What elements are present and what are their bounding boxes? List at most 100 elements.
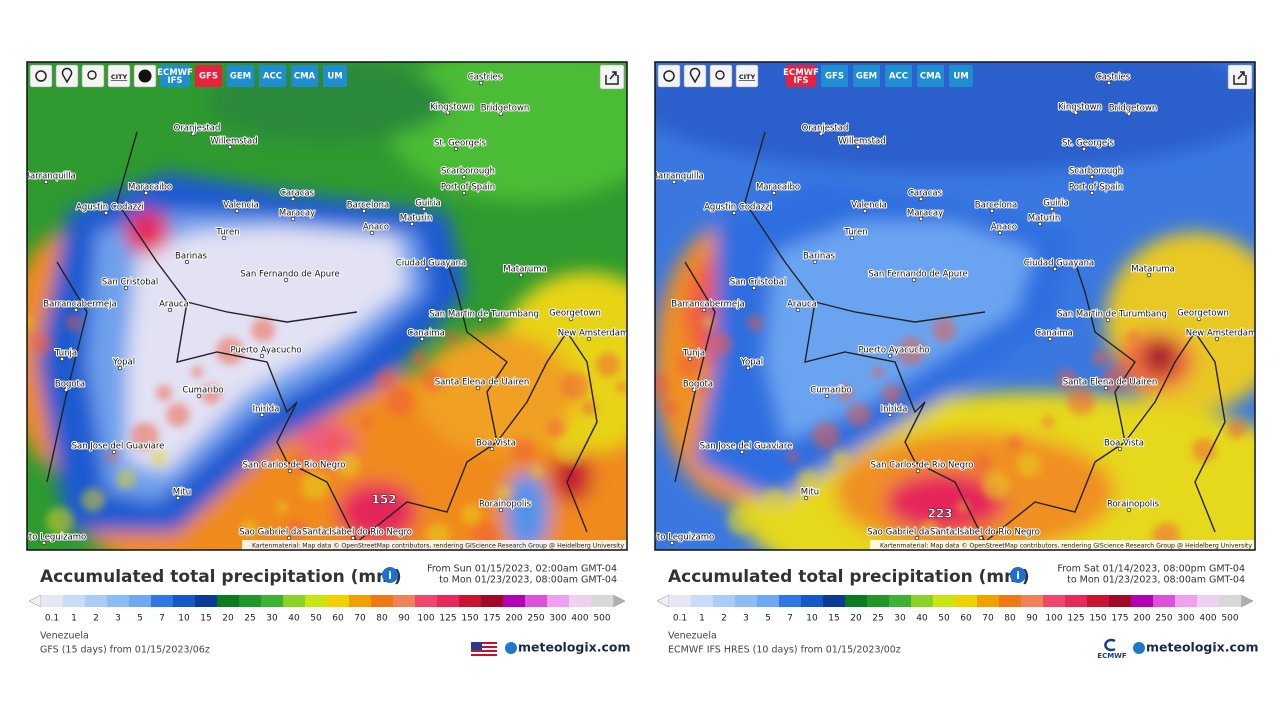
precip-cell <box>336 453 360 477</box>
city-dot <box>691 387 697 393</box>
legend-swatch <box>889 595 912 607</box>
border <box>46 261 88 483</box>
legend-title: Accumulated total precipitation (mm) <box>668 567 1030 587</box>
tool-button[interactable] <box>55 64 79 88</box>
city-dot <box>918 196 924 202</box>
precip-cell <box>511 438 535 462</box>
city-label: San Fernando de Apure <box>868 270 967 280</box>
legend-swatch <box>591 595 614 607</box>
city-label: Arauca <box>787 300 817 310</box>
city-label: Matarumа <box>1131 265 1174 275</box>
model-button-label: UM <box>327 72 342 82</box>
precip-cell <box>151 450 167 466</box>
precip-cell <box>156 385 172 401</box>
tool-button[interactable] <box>709 64 733 88</box>
border <box>116 131 298 414</box>
precip-cell <box>747 315 763 331</box>
model-button[interactable] <box>227 65 254 87</box>
model-button[interactable] <box>259 65 286 87</box>
city-label: St. George's <box>1062 139 1114 149</box>
precip-cell <box>677 353 701 377</box>
city-dot <box>918 216 924 222</box>
city-dot <box>1117 446 1123 452</box>
precip-cell <box>1177 485 1193 501</box>
model-button[interactable] <box>160 65 190 87</box>
city-dot <box>409 221 415 227</box>
legend-label: 25 <box>244 614 255 624</box>
city-label: Bogota <box>55 380 85 390</box>
city-dot <box>1146 272 1152 278</box>
city-label: Port of Spain <box>1069 183 1123 193</box>
precip-cell <box>972 454 992 474</box>
precip-cell <box>326 435 342 451</box>
precip-cell <box>546 419 566 439</box>
legend-label: 90 <box>1026 614 1038 624</box>
city-dot <box>862 208 868 214</box>
precip-cell <box>832 450 848 466</box>
tool-button[interactable] <box>657 64 681 88</box>
model-button[interactable] <box>323 65 347 87</box>
model-button-label: ECMWF IFS <box>783 68 819 86</box>
info-icon[interactable] <box>382 567 398 583</box>
city-label: Scarborough <box>441 167 495 177</box>
model-button[interactable] <box>195 65 222 87</box>
legend-swatch <box>547 595 570 607</box>
city-dot <box>989 208 995 214</box>
city-label: Barinas <box>803 252 835 262</box>
brand-globe <box>505 642 517 654</box>
flag-stripe <box>471 652 497 654</box>
precip-cell <box>531 466 543 478</box>
model-button[interactable] <box>949 65 973 87</box>
model-button[interactable] <box>885 65 912 87</box>
city-dot <box>73 307 79 313</box>
legend-label: 25 <box>872 614 883 624</box>
legend-swatch <box>173 595 196 607</box>
precip-cell <box>411 350 427 366</box>
precip-cell <box>655 372 670 400</box>
precip-field <box>655 62 1255 550</box>
city-dot <box>43 179 49 185</box>
city-label: San Carlos de Rio Negro <box>870 461 973 471</box>
map-frame <box>26 61 628 551</box>
model-button-label: GFS <box>199 72 218 82</box>
model-button-label: GFS <box>825 72 844 82</box>
model-button[interactable] <box>786 65 816 87</box>
city-label: Bogota <box>683 380 713 390</box>
city-dot <box>745 365 751 371</box>
city-dot <box>123 285 129 291</box>
tool-button[interactable] <box>81 64 105 88</box>
city-dot <box>1089 174 1095 180</box>
icon-share <box>605 71 619 85</box>
city-dot <box>175 495 181 501</box>
city-dot <box>369 230 375 236</box>
tool-button[interactable] <box>29 64 53 88</box>
legend-swatch <box>801 595 824 607</box>
model-button[interactable] <box>853 65 880 87</box>
city-dot <box>855 144 861 150</box>
map: Castries Kingstown Bridgetown Oranjestad Wil… <box>655 62 1257 550</box>
legend-label: 100 <box>1045 614 1062 624</box>
tool-button[interactable] <box>683 64 707 88</box>
model-button[interactable] <box>291 65 318 87</box>
city-label: New Amsterdam <box>1186 329 1257 339</box>
precip-cell <box>1092 350 1108 366</box>
city-dot <box>259 412 265 418</box>
legend-swatch <box>669 595 692 607</box>
border <box>1124 330 1226 533</box>
city-dot <box>196 393 202 399</box>
model-button[interactable] <box>821 65 848 87</box>
legend-label: 40 <box>288 614 300 624</box>
city-label: Oranjestad <box>174 124 221 134</box>
tool-button[interactable] <box>107 64 131 88</box>
info-icon[interactable] <box>1010 567 1026 583</box>
city-label: Sao Gabriel da Cachoeira <box>239 528 347 538</box>
city-dot <box>911 277 917 283</box>
legend-label: 50 <box>310 614 322 624</box>
city-dot <box>475 385 481 391</box>
legend-label: 2 <box>93 614 99 624</box>
city-dot <box>1196 316 1202 322</box>
tool-button[interactable] <box>735 64 759 88</box>
city-dot <box>914 535 920 541</box>
model-button[interactable] <box>917 65 944 87</box>
